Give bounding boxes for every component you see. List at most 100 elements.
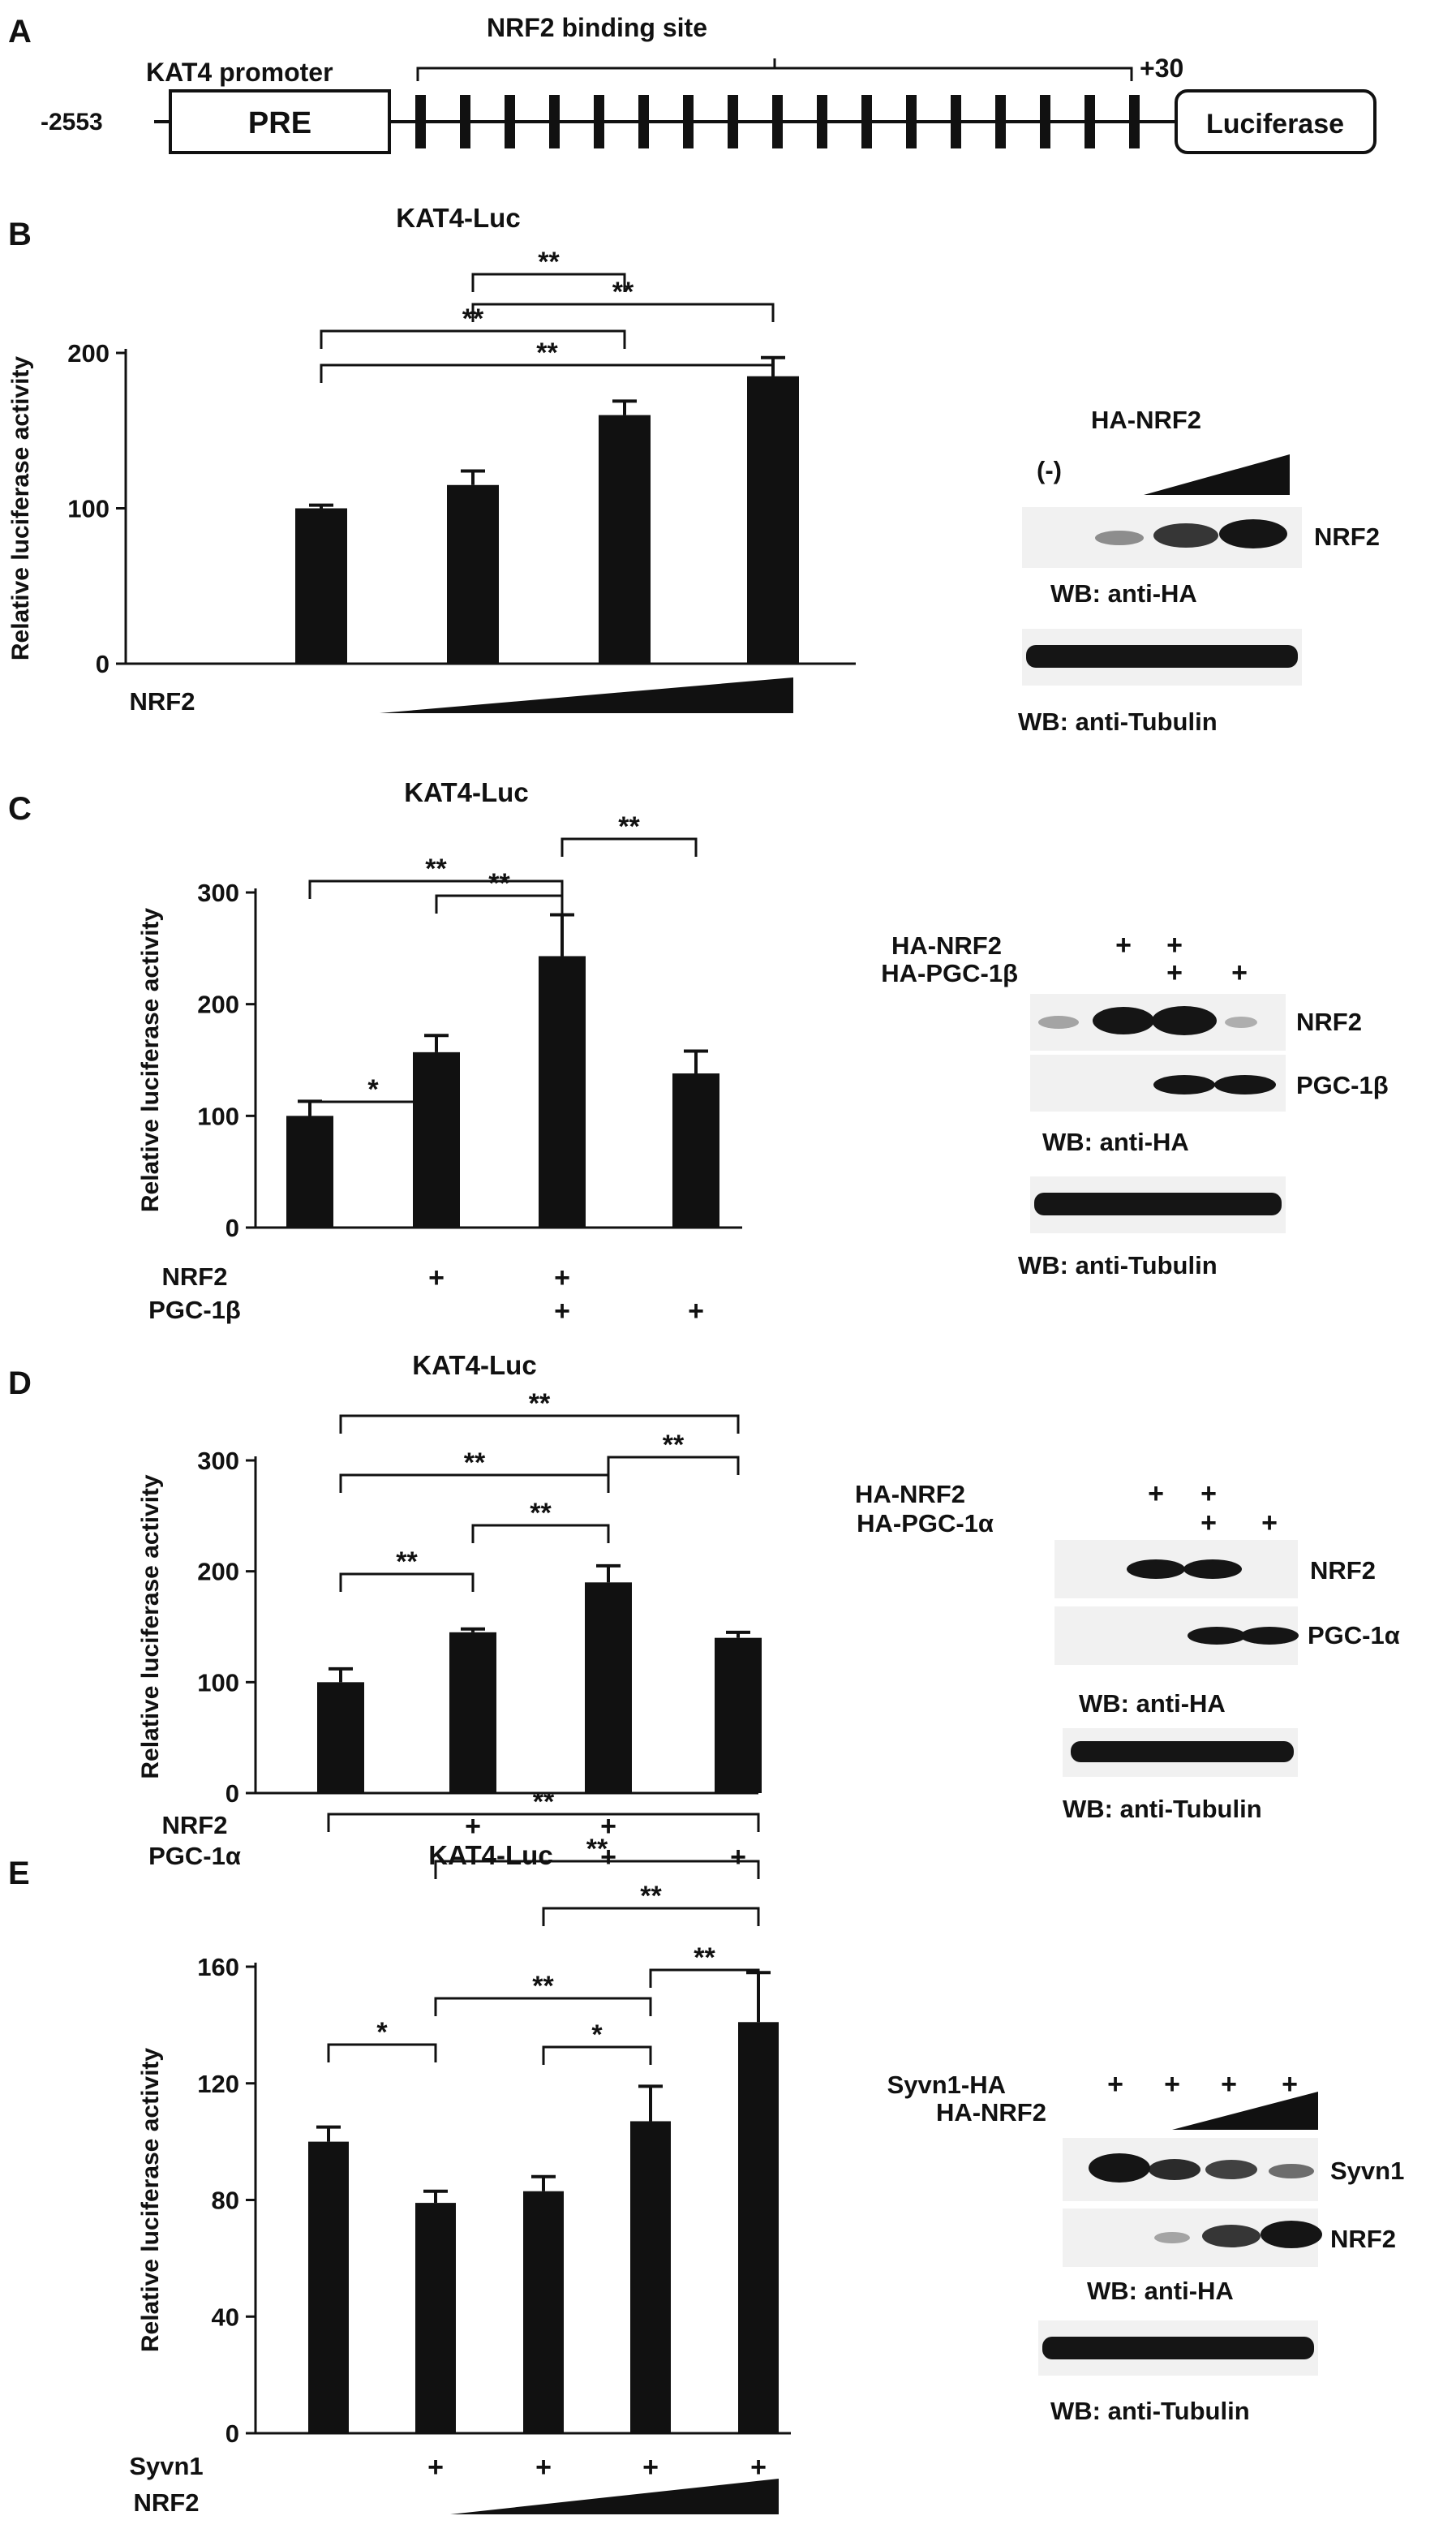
bar [447, 484, 499, 664]
binding-site-mark [460, 95, 470, 148]
significance-label: ** [694, 1942, 715, 1973]
condition-label: PGC-1α [148, 1842, 241, 1870]
blot-d-wb-tubulin-label: WB: anti-Tubulin [1063, 1795, 1262, 1823]
blot-c-band [1093, 1007, 1154, 1034]
pre-box [169, 89, 391, 154]
condition-plus: + [428, 1262, 445, 1293]
pre-label: PRE [248, 106, 311, 140]
binding-site-mark [638, 95, 649, 148]
condition-plus: + [688, 1296, 704, 1327]
blot-e-row1-label: Syvn1-HA [887, 2071, 1006, 2099]
bar [523, 2191, 564, 2433]
panel-e-western-blot: Syvn1-HA HA-NRF2 + + + + Syvn1 NRF2 WB: … [887, 2069, 1405, 2425]
bar [672, 1073, 719, 1228]
promoter-label: KAT4 promoter [146, 58, 333, 87]
blot-b-wb-ha-label: WB: anti-HA [1050, 579, 1197, 608]
condition-plus: + [730, 1842, 746, 1873]
panel-d-bar-chart: KAT4-Luc 0 100 200 300 Relative luciferase ac… [137, 1350, 762, 1873]
blot-c-nrf2-label: NRF2 [1296, 1008, 1362, 1036]
blot-d-band [1127, 1559, 1185, 1579]
blot-e-band [1202, 2225, 1261, 2247]
y-tick-label: 200 [67, 339, 110, 368]
condition-label: PGC-1β [148, 1296, 241, 1324]
y-axis-label: Relative luciferase activity [137, 2048, 164, 2353]
significance-bracket [471, 303, 775, 322]
bar [295, 508, 347, 664]
condition-plus: + [427, 2452, 444, 2483]
blot-e-plus: + [1107, 2069, 1123, 2100]
significance-bracket [435, 894, 564, 914]
significance-bracket [649, 1968, 760, 1988]
binding-site-mark [505, 95, 515, 148]
significance-label: ** [529, 1388, 551, 1419]
significance-label: * [367, 1074, 379, 1105]
y-tick-label: 200 [197, 991, 239, 1019]
bar [747, 376, 799, 664]
blot-e-plus: + [1221, 2069, 1237, 2100]
condition-plus: + [554, 1262, 570, 1293]
blot-d-plus: + [1200, 1478, 1217, 1509]
blot-b-tubulin-band [1026, 645, 1298, 668]
binding-site-mark [415, 95, 426, 148]
condition-ramp [450, 2479, 779, 2514]
condition-plus: + [750, 2452, 767, 2483]
blot-b-band [1219, 519, 1287, 548]
blot-e-band [1089, 2153, 1150, 2183]
significance-bracket [471, 273, 626, 292]
y-tick-label: 200 [197, 1558, 239, 1586]
significance-bracket [320, 329, 626, 349]
y-tick-label: 300 [197, 1447, 239, 1475]
blot-d-band [1240, 1627, 1299, 1645]
blot-e-row2-label: HA-NRF2 [936, 2098, 1046, 2127]
condition-label: NRF2 [162, 1811, 228, 1839]
blot-c-band [1214, 1075, 1276, 1095]
blot-c-row1-label: HA-NRF2 [891, 931, 1002, 960]
blot-e-syvn1-label: Syvn1 [1330, 2157, 1404, 2185]
blot-b-negative-label: (-) [1037, 456, 1062, 484]
blot-e-band [1261, 2221, 1322, 2248]
binding-site-mark [817, 95, 827, 148]
binding-site-mark [1084, 95, 1095, 148]
blot-c-band [1038, 1016, 1079, 1029]
blot-b-title: HA-NRF2 [1091, 406, 1201, 434]
y-tick-label: 100 [197, 1668, 239, 1697]
bar [630, 2121, 671, 2433]
significance-label: ** [538, 247, 560, 277]
condition-plus: + [535, 2452, 552, 2483]
chart-title: KAT4-Luc [404, 777, 528, 807]
significance-label: ** [530, 1498, 552, 1529]
panel-b-bar-chart: KAT4-Luc 0 100 200 Relative luciferase activ… [7, 203, 856, 716]
significance-label: ** [488, 868, 510, 899]
significance-label: ** [640, 1881, 662, 1912]
significance-bracket [542, 1907, 760, 1926]
blot-b-nrf2-label: NRF2 [1314, 523, 1380, 551]
binding-site-mark [549, 95, 560, 148]
panel-d-western-blot: HA-NRF2 HA-PGC-1α + + + + NRF2 PGC-1α WB… [855, 1478, 1400, 1823]
blot-d-plus: + [1200, 1507, 1217, 1538]
bar [413, 1052, 460, 1228]
significance-bracket [327, 1813, 760, 1832]
condition-plus: + [642, 2452, 659, 2483]
start-position-label: -2553 [41, 109, 103, 135]
y-tick-label: 0 [225, 1214, 239, 1242]
blot-e-band [1205, 2160, 1257, 2179]
y-tick-label: 0 [225, 2419, 239, 2448]
binding-site-mark [861, 95, 872, 148]
significance-label: ** [663, 1430, 685, 1460]
binding-sites [415, 95, 1140, 148]
end-position-label: +30 [1140, 54, 1183, 83]
significance-label: ** [612, 277, 634, 307]
significance-bracket [339, 1473, 610, 1493]
significance-bracket [339, 1414, 740, 1434]
binding-site-mark [906, 95, 917, 148]
condition-plus: + [600, 1811, 616, 1842]
y-tick-label: 120 [197, 2070, 239, 2098]
bar [738, 2022, 779, 2433]
blot-d-row1-label: HA-NRF2 [855, 1480, 965, 1508]
significance-label: ** [425, 854, 447, 884]
blot-d-tubulin-band [1071, 1741, 1294, 1762]
binding-site-mark [1129, 95, 1140, 148]
blot-b-wb-tubulin-label: WB: anti-Tubulin [1018, 707, 1218, 736]
binding-site-mark [1040, 95, 1050, 148]
significance-bracket [308, 1100, 438, 1120]
